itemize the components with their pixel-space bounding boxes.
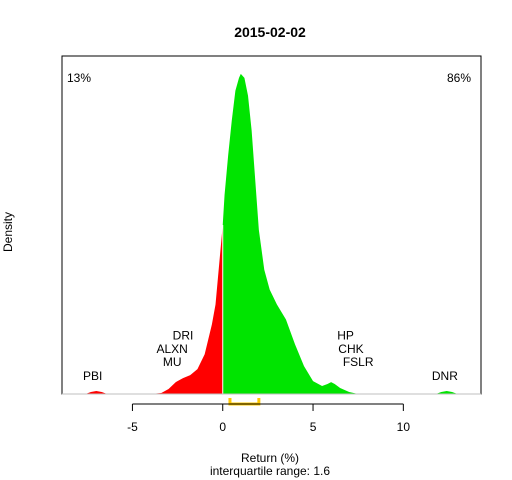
ticker-label-pbi: PBI: [83, 369, 102, 383]
y-axis-label: Density: [1, 212, 15, 252]
x-tick-label: 0: [219, 420, 226, 434]
iqr-subtitle: interquartile range: 1.6: [210, 464, 330, 478]
x-tick-label: -5: [127, 420, 138, 434]
ticker-label-fslr: FSLR: [343, 355, 374, 369]
ticker-label-mu: MU: [163, 355, 182, 369]
iqr-bracket: [228, 398, 261, 406]
density-negative-area: [85, 225, 223, 394]
x-tick-label: 10: [397, 420, 411, 434]
ticker-label-alxn: ALXN: [156, 342, 187, 356]
ticker-label-dnr: DNR: [432, 369, 458, 383]
chart-title: 2015-02-02: [234, 24, 306, 40]
x-axis-label: Return (%): [241, 451, 299, 465]
positive-share-label: 86%: [447, 71, 471, 85]
x-tick-label: 5: [310, 420, 317, 434]
negative-share-label: 13%: [67, 71, 91, 85]
density-positive-area: [222, 73, 467, 395]
ticker-label-dri: DRI: [173, 328, 194, 342]
ticker-label-hp: HP: [337, 328, 354, 342]
ticker-label-chk: CHK: [338, 342, 363, 356]
